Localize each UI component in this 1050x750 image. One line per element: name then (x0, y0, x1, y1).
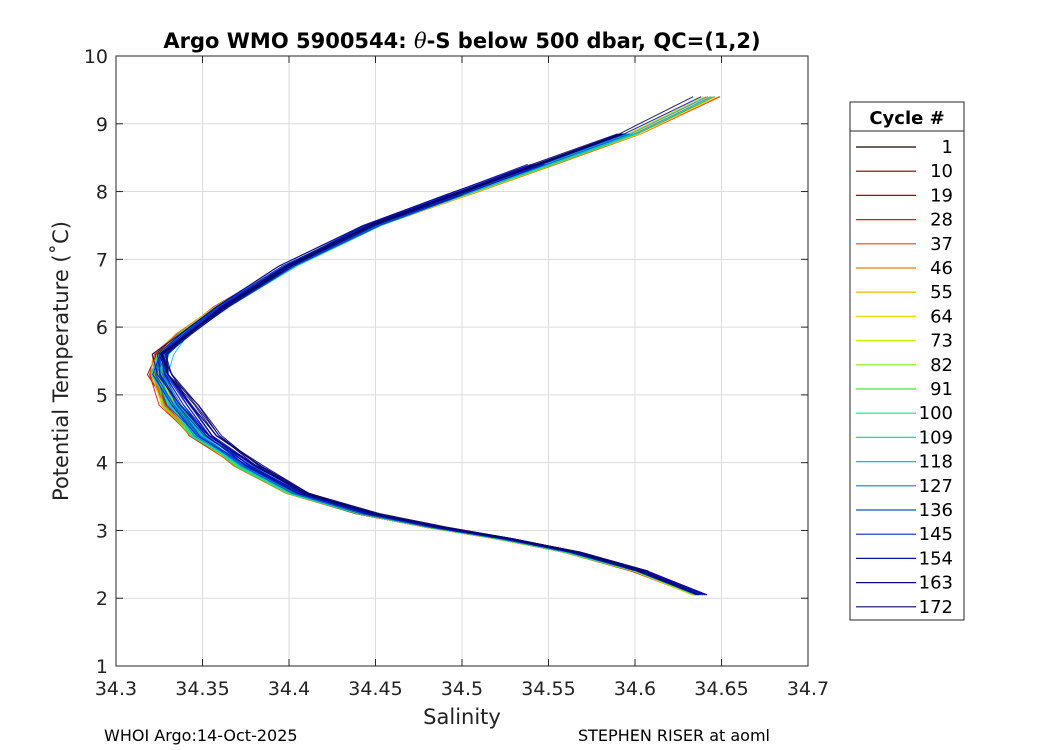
legend-label: 37 (930, 234, 953, 255)
y-tick-label: 2 (96, 588, 108, 610)
x-axis-label: Salinity (423, 705, 501, 729)
legend-label: 127 (919, 476, 953, 497)
y-tick-labels: 1 2 3 4 5 6 7 8 9 10 (84, 46, 108, 678)
y-tick-label: 9 (96, 114, 108, 136)
legend-label: 136 (919, 500, 953, 521)
chart-title-prefix: Argo WMO 5900544: (163, 29, 414, 53)
y-tick-label: 7 (96, 249, 108, 271)
y-tick-label: 4 (96, 453, 108, 475)
x-tick-label: 34.45 (348, 678, 402, 700)
x-tick-label: 34.35 (175, 678, 229, 700)
legend-entries: 1 10 19 28 37 46 55 64 73 82 91 100 109 118 127 136 145 1… (856, 137, 953, 618)
legend-title: Cycle # (869, 108, 944, 129)
legend-label: 82 (930, 355, 953, 376)
y-axis-label: Potential Temperature (˚C) (49, 221, 73, 501)
footer-right: STEPHEN RISER at aoml (578, 726, 770, 745)
x-tick-label: 34.5 (441, 678, 483, 700)
y-tick-label: 1 (96, 656, 108, 678)
x-tick-label: 34.4 (268, 678, 310, 700)
x-tick-label: 34.55 (521, 678, 575, 700)
legend-label: 73 (930, 331, 953, 352)
x-tick-label: 34.6 (614, 678, 656, 700)
legend-label: 1 (942, 137, 953, 158)
profile-lines (146, 96, 721, 596)
y-tick-label: 3 (96, 520, 108, 542)
legend-label: 109 (919, 427, 953, 448)
legend-label: 28 (930, 210, 953, 231)
legend-label: 145 (919, 524, 953, 545)
legend-label: 91 (930, 379, 953, 400)
legend-label: 64 (930, 306, 953, 327)
profile-line (160, 163, 700, 596)
legend-label: 10 (930, 161, 953, 182)
legend: Cycle # 1 10 19 28 37 46 55 64 73 82 91 100 109 118 12… (849, 101, 965, 621)
x-tick-labels: 34.3 34.35 34.4 34.45 34.5 34.55 34.6 34.65 34.7 (95, 678, 829, 700)
chart-title-suffix: -S below 500 dbar, QC=(1,2) (427, 29, 761, 53)
legend-label: 46 (930, 258, 953, 279)
x-tick-label: 34.3 (95, 678, 137, 700)
legend-label: 172 (919, 597, 953, 618)
y-tick-label: 5 (96, 385, 108, 407)
legend-label: 154 (919, 548, 953, 569)
profile-line (161, 133, 649, 572)
footer-left: WHOI Argo:14-Oct-2025 (104, 726, 298, 745)
legend-label: 163 (919, 573, 953, 594)
legend-label: 19 (930, 185, 953, 206)
x-tick-label: 34.65 (694, 678, 748, 700)
x-tick-label: 34.7 (787, 678, 829, 700)
legend-label: 118 (919, 452, 953, 473)
chart-title: Argo WMO 5900544: θ-S below 500 dbar, QC… (163, 29, 760, 53)
legend-label: 100 (919, 403, 953, 424)
axis-ticks (115, 55, 809, 667)
y-tick-label: 6 (96, 317, 108, 339)
plot-area: 34.3 34.35 34.4 34.45 34.5 34.55 34.6 34.65 34.7… (84, 46, 829, 700)
y-tick-label: 8 (96, 182, 108, 204)
chart-title-theta: θ (414, 29, 427, 53)
legend-label: 55 (930, 282, 953, 303)
y-tick-label: 10 (84, 46, 108, 68)
